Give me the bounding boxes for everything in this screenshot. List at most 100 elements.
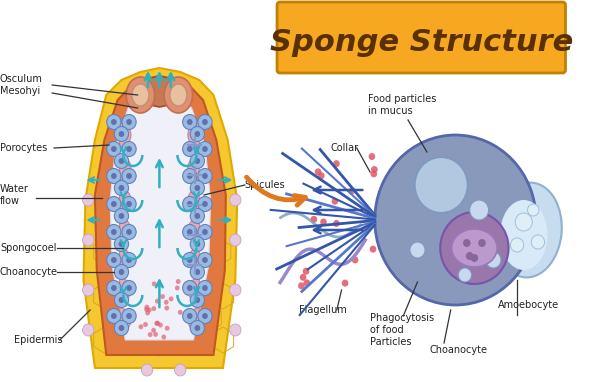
Text: Flagellum: Flagellum: [299, 305, 347, 315]
Circle shape: [122, 141, 136, 157]
Circle shape: [194, 131, 200, 137]
Circle shape: [122, 115, 136, 129]
Circle shape: [194, 297, 200, 303]
Circle shape: [126, 285, 132, 291]
Circle shape: [202, 229, 208, 235]
Circle shape: [187, 229, 193, 235]
Circle shape: [187, 201, 193, 207]
Wedge shape: [119, 308, 131, 332]
Circle shape: [160, 294, 165, 299]
Circle shape: [151, 328, 156, 333]
Text: Choanocyte: Choanocyte: [0, 267, 58, 277]
Circle shape: [202, 257, 208, 263]
Circle shape: [83, 234, 94, 246]
Circle shape: [371, 166, 377, 173]
Circle shape: [147, 308, 152, 312]
Circle shape: [230, 194, 241, 206]
Circle shape: [458, 268, 472, 282]
Circle shape: [111, 313, 117, 319]
Circle shape: [154, 321, 159, 326]
Circle shape: [107, 309, 121, 324]
Circle shape: [198, 225, 212, 240]
Circle shape: [190, 293, 205, 308]
Circle shape: [157, 282, 162, 287]
Circle shape: [158, 322, 163, 327]
Circle shape: [155, 299, 160, 304]
Circle shape: [122, 280, 136, 296]
Circle shape: [178, 310, 182, 315]
Circle shape: [194, 213, 200, 219]
Circle shape: [187, 257, 193, 263]
Circle shape: [111, 119, 117, 125]
Circle shape: [187, 285, 193, 291]
Polygon shape: [137, 76, 182, 107]
Circle shape: [182, 280, 197, 296]
Circle shape: [119, 241, 124, 247]
Circle shape: [478, 239, 486, 247]
Circle shape: [115, 181, 128, 196]
Circle shape: [169, 296, 173, 301]
Circle shape: [165, 326, 170, 331]
Circle shape: [83, 284, 94, 296]
Wedge shape: [188, 188, 199, 212]
Circle shape: [122, 225, 136, 240]
Circle shape: [375, 135, 536, 305]
Text: Spongocoel: Spongocoel: [0, 243, 56, 253]
Circle shape: [126, 313, 132, 319]
Wedge shape: [188, 156, 199, 180]
Circle shape: [202, 313, 208, 319]
Circle shape: [122, 168, 136, 183]
Text: Collar: Collar: [330, 143, 358, 153]
Circle shape: [115, 236, 128, 251]
Circle shape: [187, 173, 193, 179]
Circle shape: [153, 332, 158, 337]
Circle shape: [198, 280, 212, 296]
Circle shape: [515, 213, 532, 231]
Circle shape: [466, 252, 473, 260]
Circle shape: [230, 324, 241, 336]
Circle shape: [190, 209, 205, 223]
Circle shape: [145, 311, 150, 316]
Circle shape: [119, 185, 124, 191]
Circle shape: [111, 201, 117, 207]
Circle shape: [164, 306, 169, 311]
Wedge shape: [119, 188, 131, 212]
Circle shape: [182, 253, 197, 267]
Text: Sponge Structure: Sponge Structure: [269, 28, 573, 57]
Circle shape: [151, 306, 156, 311]
Circle shape: [154, 344, 165, 356]
Circle shape: [320, 219, 327, 225]
Circle shape: [190, 181, 205, 196]
Circle shape: [139, 324, 143, 329]
Circle shape: [303, 268, 310, 275]
Circle shape: [119, 213, 124, 219]
Wedge shape: [119, 123, 131, 147]
Circle shape: [352, 256, 358, 264]
Circle shape: [182, 309, 197, 324]
Circle shape: [115, 126, 128, 141]
Circle shape: [119, 325, 124, 331]
Circle shape: [182, 196, 197, 212]
Circle shape: [304, 279, 310, 286]
Circle shape: [527, 204, 539, 216]
Circle shape: [111, 229, 117, 235]
Circle shape: [148, 332, 152, 337]
Circle shape: [194, 241, 200, 247]
Wedge shape: [119, 218, 131, 242]
Text: Water
flow: Water flow: [0, 184, 29, 206]
Wedge shape: [188, 308, 199, 332]
Circle shape: [230, 284, 241, 296]
Circle shape: [198, 309, 212, 324]
Circle shape: [194, 158, 200, 164]
Circle shape: [111, 257, 117, 263]
Circle shape: [155, 320, 160, 326]
Circle shape: [107, 253, 121, 267]
Circle shape: [182, 168, 197, 183]
Text: Porocytes: Porocytes: [0, 143, 47, 153]
Ellipse shape: [500, 200, 547, 270]
Ellipse shape: [164, 77, 193, 113]
Circle shape: [119, 297, 124, 303]
Circle shape: [198, 196, 212, 212]
Circle shape: [126, 146, 132, 152]
Circle shape: [349, 187, 355, 194]
